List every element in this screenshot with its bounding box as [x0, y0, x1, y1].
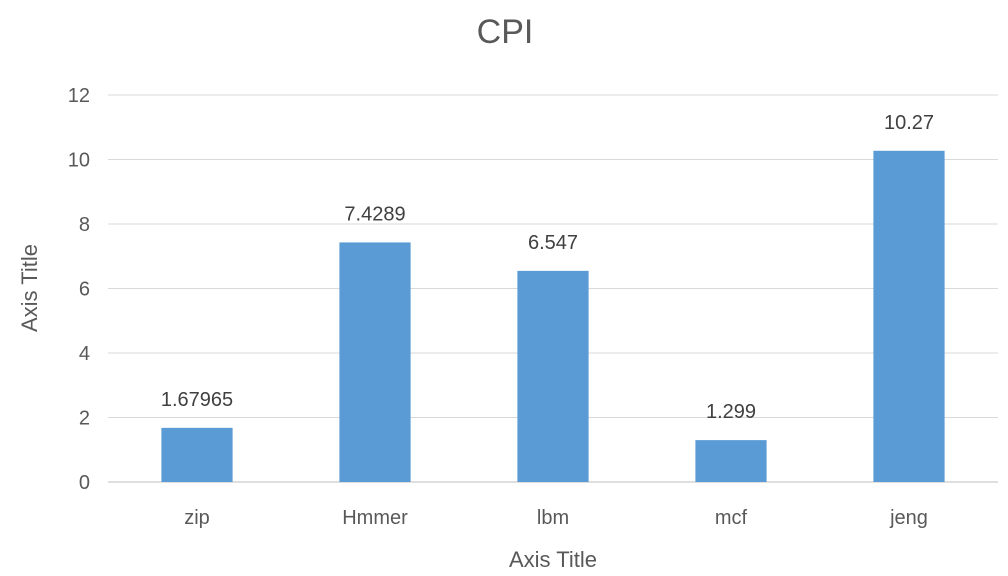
y-tick-label: 0 — [79, 472, 90, 494]
data-label-zip: 1.67965 — [161, 389, 233, 411]
y-tick-label: 6 — [79, 279, 90, 301]
x-tick-label-hmmer: Hmmer — [342, 507, 408, 529]
data-label-lbm: 6.547 — [528, 232, 578, 254]
bars — [161, 150, 945, 483]
x-tick-label-lbm: lbm — [537, 507, 569, 529]
data-label-mcf: 1.299 — [706, 401, 756, 423]
bar-hmmer — [339, 242, 411, 482]
bar-lbm — [517, 270, 589, 482]
x-axis-title: Axis Title — [509, 547, 597, 572]
x-tick-label-zip: zip — [184, 507, 210, 529]
y-axis-title: Axis Title — [17, 244, 42, 332]
bar-zip — [161, 427, 233, 482]
y-tick-label: 4 — [79, 343, 90, 365]
y-tick-label: 10 — [68, 150, 90, 172]
x-axis-ticks: zip Hmmer lbm mcf jeng — [184, 507, 928, 529]
chart-title: CPI — [477, 13, 534, 51]
bar-jeng — [873, 150, 945, 483]
y-axis-ticks: 0 2 4 6 8 10 12 — [68, 85, 90, 494]
y-tick-label: 2 — [79, 408, 90, 430]
data-label-hmmer: 7.4289 — [344, 203, 405, 225]
data-label-jeng: 10.27 — [884, 112, 934, 134]
y-tick-label: 8 — [79, 214, 90, 236]
data-labels: 1.67965 7.4289 6.547 1.299 10.27 — [161, 112, 934, 423]
x-tick-label-jeng: jeng — [889, 507, 928, 529]
x-tick-label-mcf: mcf — [715, 507, 748, 529]
y-tick-label: 12 — [68, 85, 90, 107]
bar-mcf — [695, 440, 767, 482]
